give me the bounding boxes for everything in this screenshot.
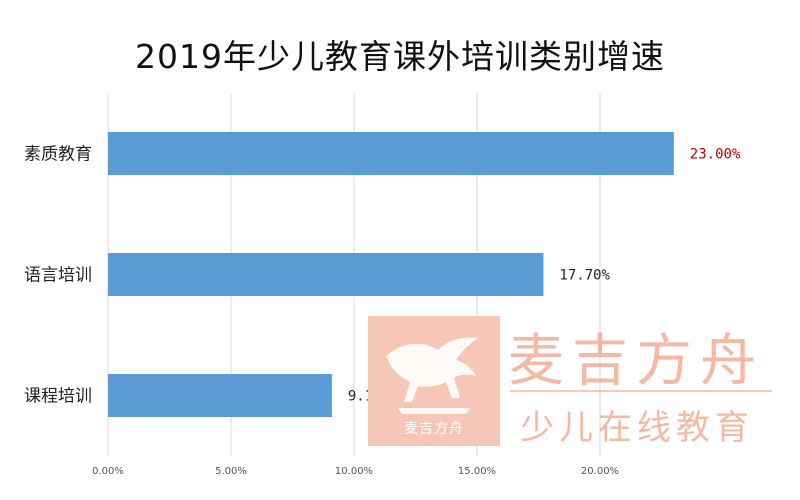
category-label: 素质教育 xyxy=(24,145,92,165)
bar xyxy=(108,374,332,417)
bar xyxy=(108,132,674,175)
winged-horse-logo-icon xyxy=(386,337,478,414)
value-label: 17.70% xyxy=(559,268,610,284)
value-label: 23.00% xyxy=(690,147,741,163)
watermark-brand: 麦吉方舟 xyxy=(508,329,764,394)
watermark-box-text: 麦吉方舟 xyxy=(404,421,464,437)
watermark-logo-box: 麦吉方舟 xyxy=(368,316,500,446)
watermark-divider xyxy=(510,390,772,392)
x-tick-label: 15.00% xyxy=(458,466,496,477)
category-label: 课程培训 xyxy=(24,387,92,407)
watermark-slogan: 少儿在线教育 xyxy=(520,408,754,448)
chart-title: 2019年少儿教育课外培训类别增速 xyxy=(135,37,665,76)
x-tick-label: 20.00% xyxy=(581,466,619,477)
bars xyxy=(108,132,674,417)
x-tick-label: 5.00% xyxy=(215,466,247,477)
bar xyxy=(108,253,544,296)
labels: 0.00% 5.00% 10.00% 15.00% 20.00% 素质教育 23.00% 语言… xyxy=(24,145,741,478)
x-tick-label: 10.00% xyxy=(335,466,373,477)
category-label: 语言培训 xyxy=(24,266,92,286)
x-tick-label: 0.00% xyxy=(92,466,124,477)
watermark: 麦吉方舟 麦吉方舟 少儿在线教育 xyxy=(368,316,778,448)
